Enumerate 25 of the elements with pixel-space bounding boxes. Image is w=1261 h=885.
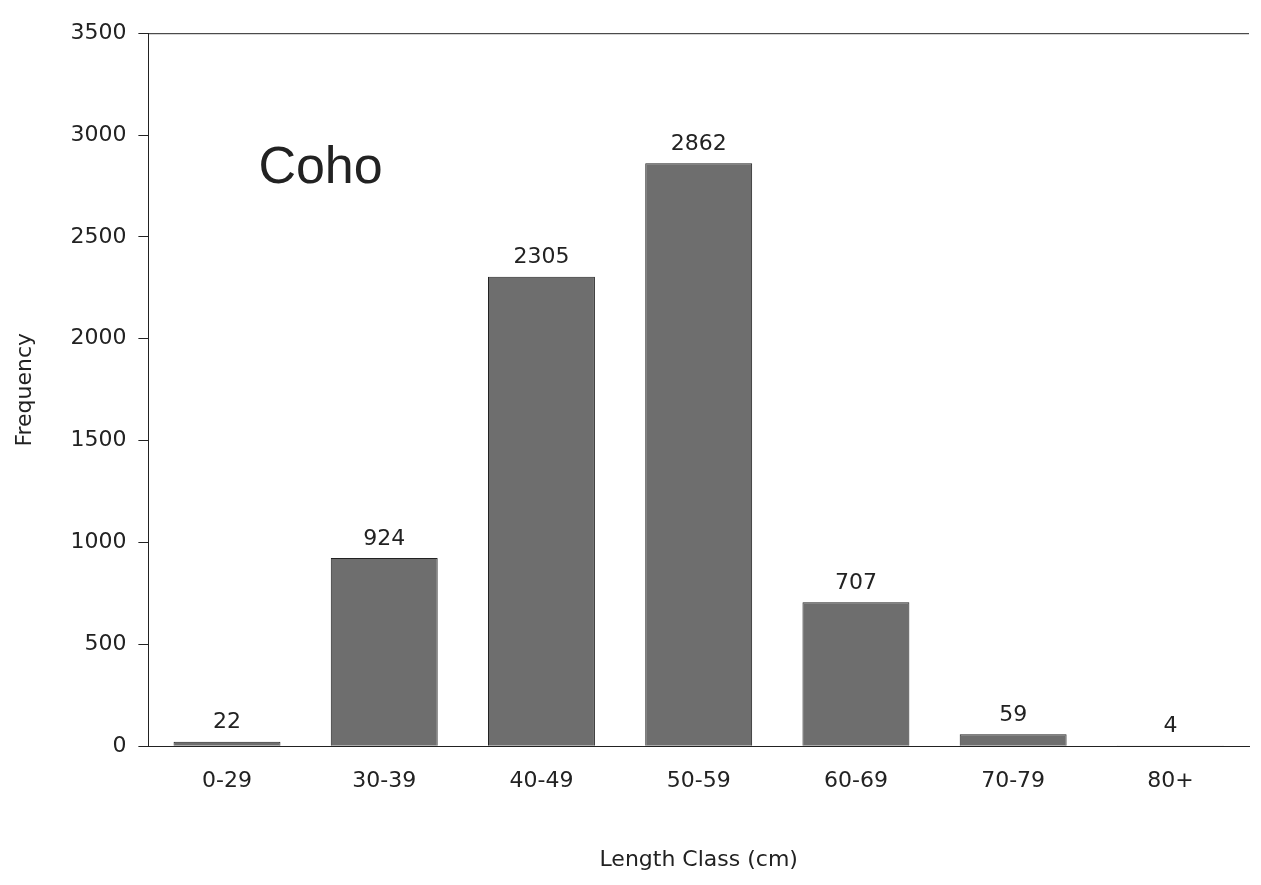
y-axis-title: Frequency xyxy=(10,332,36,447)
x-tick-label: 50-59 xyxy=(666,767,731,793)
data-label: 4 xyxy=(1163,712,1178,738)
data-label: 22 xyxy=(213,708,241,734)
annotation: Coho xyxy=(258,135,383,194)
x-tick-label: 80+ xyxy=(1147,767,1194,793)
data-label: 924 xyxy=(363,524,406,550)
x-tick-label: 60-69 xyxy=(823,767,888,793)
data-label: 2305 xyxy=(513,243,570,269)
data-label: 707 xyxy=(834,568,877,594)
y-tick-label: 500 xyxy=(84,630,127,656)
x-tick-label: 0-29 xyxy=(202,767,252,793)
x-tick-label: 40-49 xyxy=(509,767,574,793)
data-label: 2862 xyxy=(670,129,727,155)
y-tick-label: 3500 xyxy=(70,18,127,44)
x-tick-label: 70-79 xyxy=(981,767,1046,793)
y-tick-label: 2500 xyxy=(70,222,127,248)
y-tick-label: 1000 xyxy=(70,528,127,554)
data-label: 59 xyxy=(999,700,1028,726)
x-tick-label: 30-39 xyxy=(352,767,417,793)
x-axis-title: Length Class (cm) xyxy=(599,845,798,871)
y-tick-label: 1500 xyxy=(70,426,127,452)
y-tick-label: 0 xyxy=(112,731,127,757)
y-tick-label: 3000 xyxy=(70,120,127,146)
y-tick-label: 2000 xyxy=(70,324,127,350)
